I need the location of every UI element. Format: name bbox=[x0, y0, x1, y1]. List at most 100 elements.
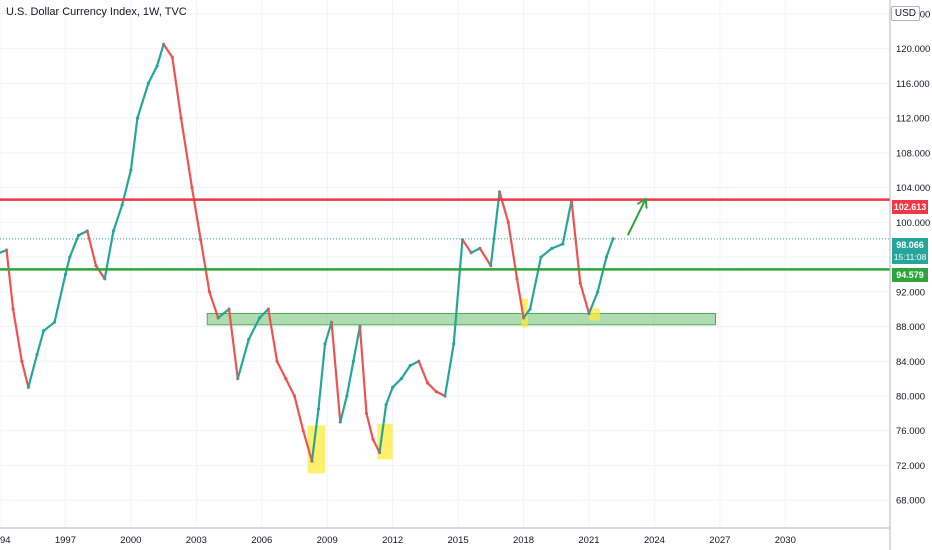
price-series bbox=[0, 42, 615, 463]
y-tick-label: 80.000 bbox=[896, 392, 925, 403]
price-segment bbox=[317, 342, 327, 411]
x-tick-label: 2012 bbox=[382, 535, 403, 546]
y-tick-label: 120.000 bbox=[896, 44, 930, 55]
price-segment bbox=[112, 203, 124, 233]
support-zone bbox=[206, 313, 716, 326]
y-tick-label: 72.000 bbox=[896, 461, 925, 472]
price-segment bbox=[42, 321, 56, 332]
highlight-box bbox=[588, 308, 600, 321]
x-tick-label: 2030 bbox=[775, 535, 796, 546]
price-segment bbox=[426, 381, 438, 393]
bar-countdown-tag: 15:11:08 bbox=[892, 250, 928, 264]
y-tick-label: 116.000 bbox=[896, 79, 930, 90]
y-tick-label: 92.000 bbox=[896, 287, 925, 298]
price-segment bbox=[227, 308, 239, 380]
price-segment bbox=[345, 360, 355, 398]
price-segment bbox=[587, 290, 599, 315]
price-segment bbox=[35, 329, 45, 356]
price-segment bbox=[352, 325, 362, 363]
price-segment bbox=[162, 43, 174, 59]
price-segment bbox=[302, 429, 314, 463]
y-tick-label: 108.000 bbox=[896, 148, 930, 159]
highlight-box bbox=[521, 298, 528, 328]
chart-axes bbox=[0, 0, 891, 550]
price-segment bbox=[522, 308, 532, 319]
price-segment bbox=[275, 360, 287, 380]
x-tick-label: 2003 bbox=[186, 535, 207, 546]
currency-badge[interactable]: USD bbox=[890, 6, 920, 21]
price-segment bbox=[323, 321, 333, 345]
y-tick-label: 68.000 bbox=[896, 496, 925, 507]
price-segment bbox=[236, 338, 250, 380]
price-segment bbox=[605, 237, 615, 259]
price-segment bbox=[20, 360, 30, 389]
price-segment bbox=[330, 321, 342, 424]
price-segment bbox=[94, 264, 106, 280]
price-segment bbox=[339, 394, 348, 424]
price-segment bbox=[284, 377, 296, 398]
x-tick-label: 2027 bbox=[709, 535, 730, 546]
price-segment bbox=[550, 242, 564, 250]
highlight-box bbox=[377, 423, 393, 460]
price-segment bbox=[11, 308, 23, 363]
price-segment bbox=[358, 325, 368, 415]
price-segment bbox=[53, 273, 67, 324]
price-segment bbox=[371, 438, 381, 454]
price-segment bbox=[136, 82, 150, 120]
x-tick-label: 1994 bbox=[0, 535, 11, 546]
price-segment bbox=[129, 117, 139, 172]
price-segment bbox=[247, 316, 261, 341]
price-segment bbox=[378, 403, 388, 454]
price-segment bbox=[5, 249, 15, 311]
price-segment bbox=[179, 117, 194, 189]
price-segment bbox=[64, 255, 71, 276]
x-tick-label: 2009 bbox=[317, 535, 338, 546]
x-tick-label: 2018 bbox=[513, 535, 534, 546]
price-segment bbox=[408, 360, 420, 367]
y-tick-label: 112.000 bbox=[896, 114, 930, 125]
projection-arrow bbox=[627, 197, 647, 236]
x-tick-label: 1997 bbox=[55, 535, 76, 546]
price-segment bbox=[293, 394, 305, 432]
price-segment bbox=[171, 56, 183, 120]
price-segment bbox=[190, 186, 202, 241]
price-segment bbox=[400, 364, 412, 380]
price-segment bbox=[208, 290, 220, 319]
price-segment bbox=[68, 234, 80, 259]
price-segment bbox=[443, 342, 455, 398]
price-segment bbox=[103, 229, 115, 280]
x-tick-label: 2024 bbox=[644, 535, 665, 546]
price-segment bbox=[77, 229, 89, 237]
arrow-head bbox=[637, 197, 648, 209]
price-segment bbox=[489, 190, 501, 267]
annotation-zones bbox=[206, 298, 716, 474]
y-tick-label: 76.000 bbox=[896, 426, 925, 437]
price-segment bbox=[579, 282, 591, 315]
price-segment bbox=[267, 308, 279, 363]
chart-grid bbox=[0, 0, 890, 528]
x-tick-label: 2021 bbox=[578, 535, 599, 546]
price-segment bbox=[539, 247, 553, 259]
chart-title: U.S. Dollar Currency Index, 1W, TVC bbox=[6, 6, 187, 18]
price-segment bbox=[217, 308, 231, 319]
price-segment bbox=[528, 255, 543, 311]
price-segment bbox=[452, 238, 464, 345]
y-tick-label: 88.000 bbox=[896, 322, 925, 333]
price-segment bbox=[417, 360, 429, 385]
time-axis-ticks: 1994 1997 2000 2003 2006 2009 2012 2015 2018 2021… bbox=[0, 535, 796, 546]
y-tick-label: 100.000 bbox=[896, 218, 930, 229]
price-segment bbox=[561, 199, 573, 246]
price-segment bbox=[147, 64, 159, 85]
x-tick-label: 2015 bbox=[448, 535, 469, 546]
price-segment bbox=[515, 277, 525, 319]
price-segment bbox=[478, 247, 492, 267]
resistance-price-tag: 102.613 bbox=[892, 200, 928, 214]
price-segment bbox=[470, 247, 482, 254]
price-segment bbox=[310, 407, 320, 463]
price-segment bbox=[391, 377, 403, 389]
price-segment bbox=[27, 353, 39, 389]
x-tick-label: 2000 bbox=[120, 535, 141, 546]
y-tick-label: 84.000 bbox=[896, 357, 925, 368]
price-segment bbox=[155, 43, 165, 68]
